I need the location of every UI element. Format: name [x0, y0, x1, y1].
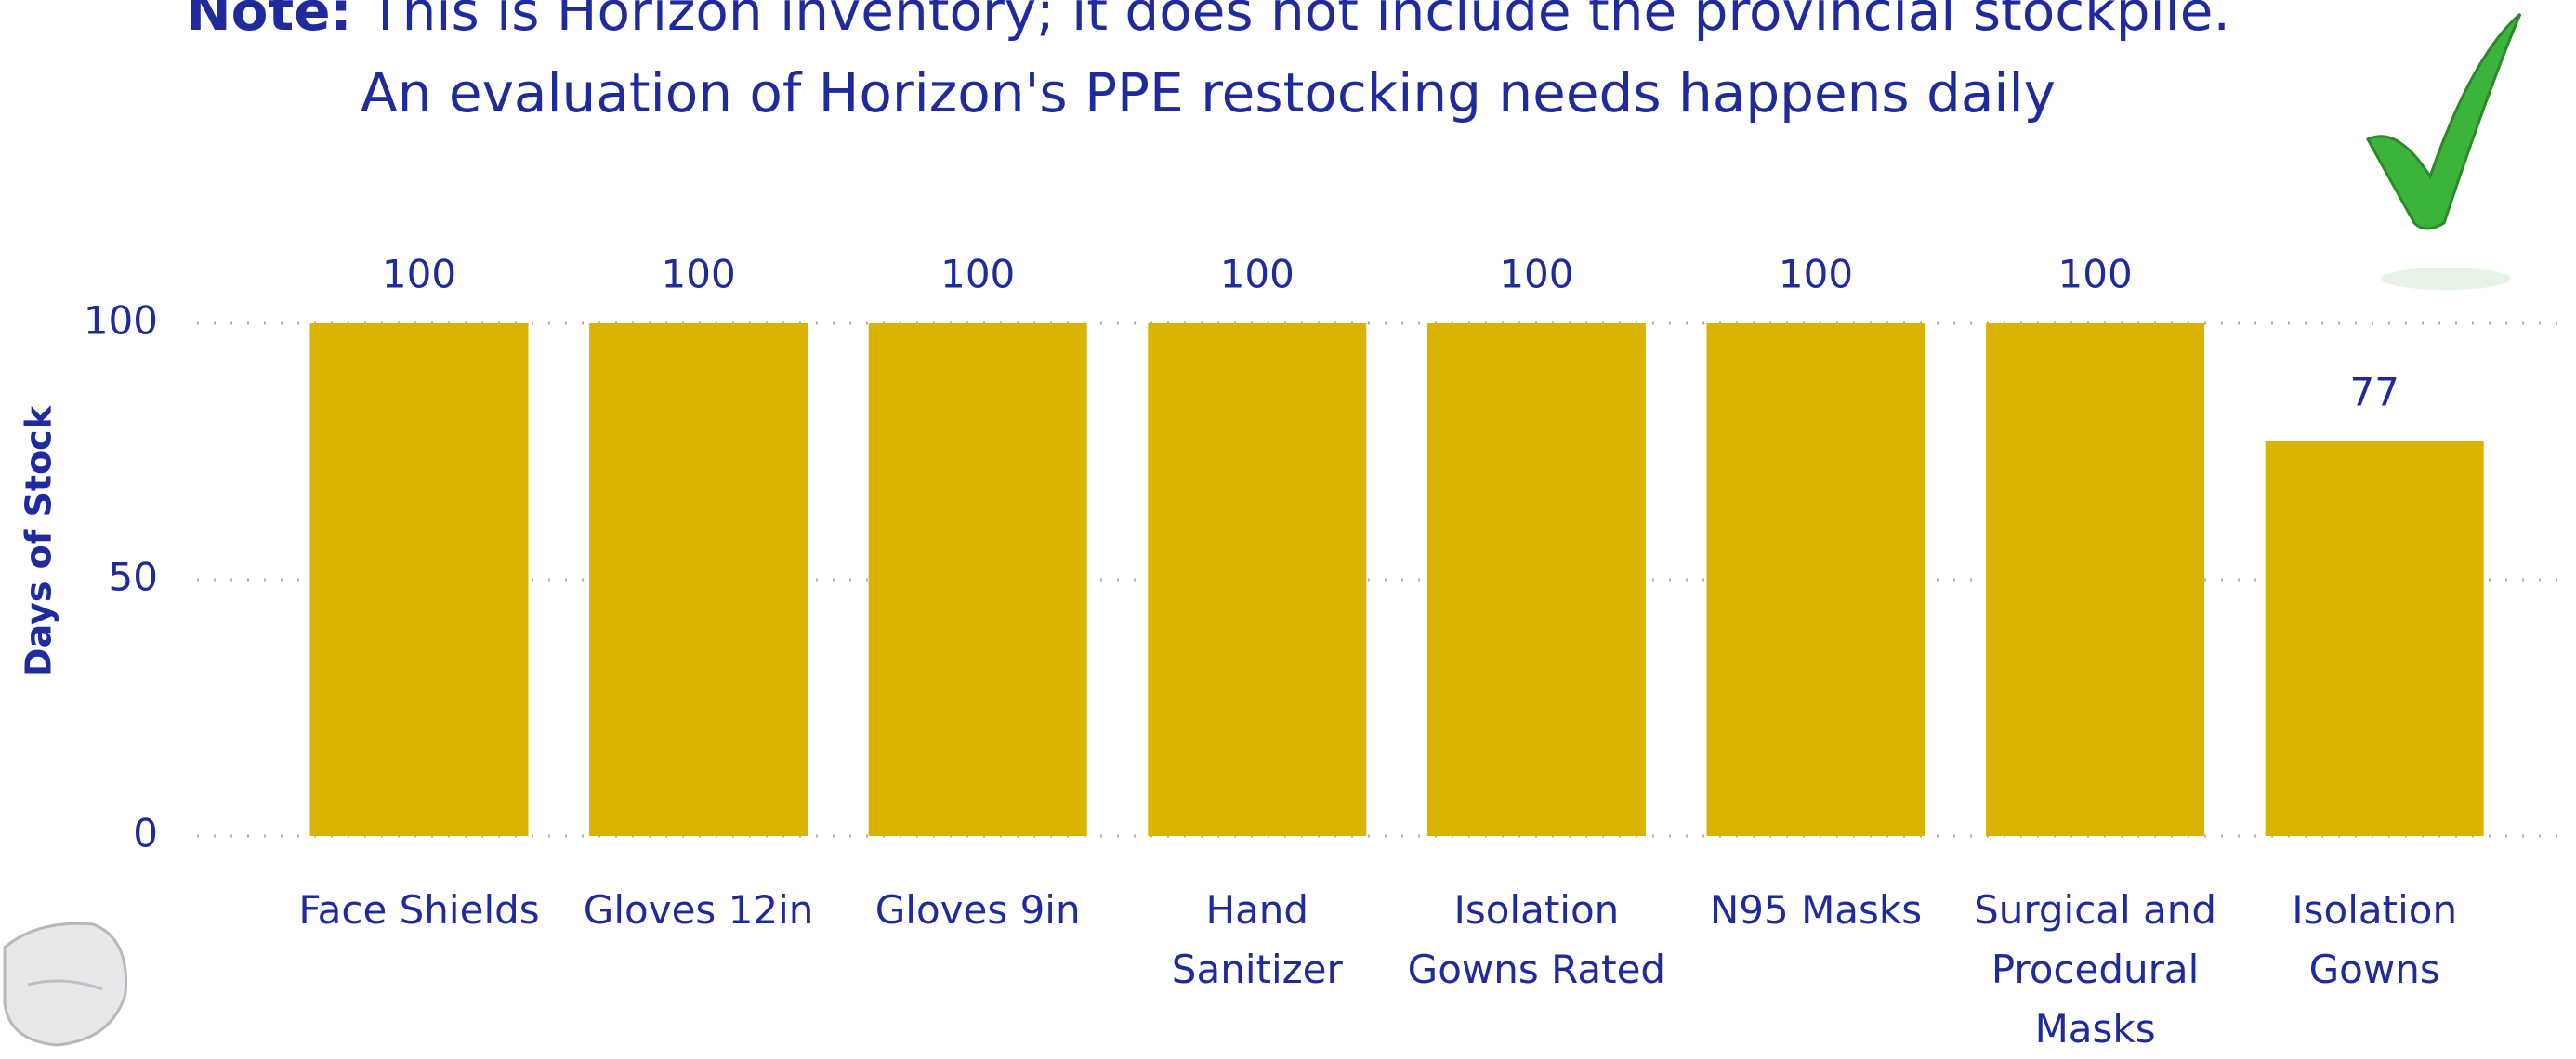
value-label: 100 [1779, 252, 1853, 297]
x-tick-label: Gloves 12in [566, 881, 831, 940]
bar [869, 323, 1087, 836]
bar [1707, 323, 1925, 836]
value-label: 100 [382, 252, 456, 297]
y-tick-label: 50 [109, 555, 158, 600]
value-label: 77 [2349, 369, 2399, 414]
x-tick-label: Isolation Gowns [2242, 881, 2507, 1000]
value-label: 100 [1499, 252, 1573, 297]
x-tick-label: Isolation Gowns Rated [1404, 881, 1669, 1000]
x-tick-label: Face Shields [287, 881, 552, 940]
y-axis-label: Days of Stock [19, 405, 59, 677]
value-label: 100 [1220, 252, 1295, 297]
bar [1986, 323, 2204, 836]
mask-icon [5, 923, 126, 1045]
value-label: 100 [2058, 252, 2133, 297]
bar [589, 323, 808, 836]
checkmark-icon [2368, 14, 2520, 290]
bar [310, 323, 529, 836]
x-tick-label: Hand Sanitizer [1124, 881, 1389, 1000]
x-tick-label: Surgical and Procedural Masks [1963, 881, 2228, 1059]
value-label: 100 [940, 252, 1015, 297]
bar [2266, 441, 2484, 836]
value-label: 100 [662, 252, 736, 297]
x-tick-label: Gloves 9in [846, 881, 1111, 940]
page: {"chart_data": {"type": "bar", "note_lab… [0, 0, 2576, 1051]
y-tick-label: 0 [133, 811, 158, 856]
bar [1427, 323, 1646, 836]
x-tick-label: N95 Masks [1684, 881, 1949, 940]
y-tick-label: 100 [84, 298, 158, 344]
bar [1148, 323, 1366, 836]
